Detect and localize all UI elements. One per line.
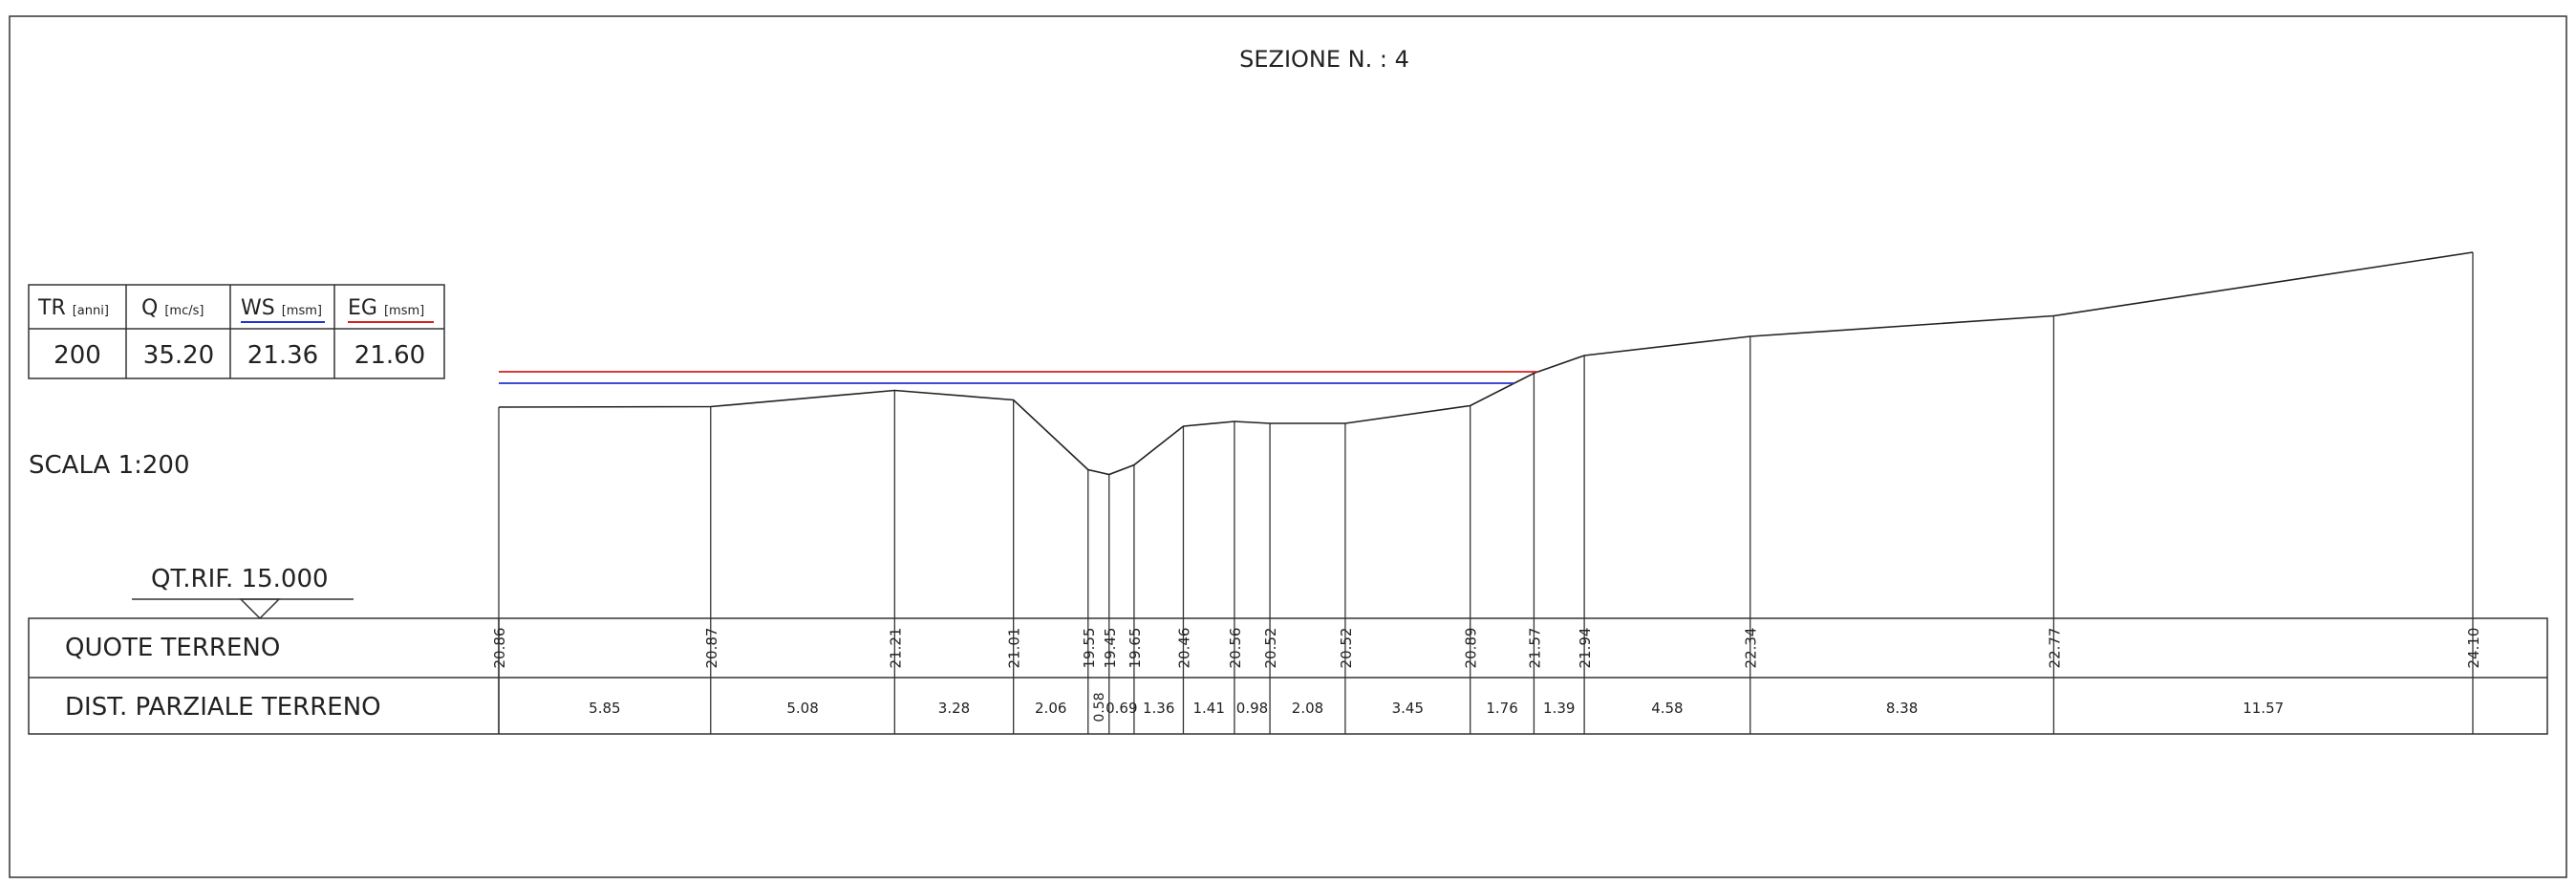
data-band-frame bbox=[28, 617, 2548, 735]
partial-distance-label: 3.28 bbox=[938, 700, 970, 717]
partial-distance-label: 1.76 bbox=[1486, 700, 1517, 717]
ground-elevation-label: 20.87 bbox=[703, 628, 720, 669]
header-q: Q [mc/s] bbox=[141, 296, 204, 320]
distances-row-label: DIST. PARZIALE TERRENO bbox=[65, 693, 381, 722]
ground-elevation-label: 20.56 bbox=[1227, 628, 1244, 669]
partial-distance-label: 1.41 bbox=[1192, 700, 1224, 717]
section-labels: 20.86 20.87 21.21 21.01 19.55 19.45 19.65 20.46… bbox=[491, 628, 2482, 722]
partial-distance-label: 0.69 bbox=[1106, 700, 1137, 717]
reference-level-label: QT.RIF. 15.000 bbox=[151, 565, 329, 593]
partial-distance-label: 0.58 bbox=[1092, 692, 1107, 722]
ground-elevation-label: 21.57 bbox=[1526, 628, 1543, 669]
drawing-frame bbox=[9, 15, 2567, 878]
partial-distance-label: 11.57 bbox=[2243, 700, 2284, 717]
section-title: SEZIONE N. : 4 bbox=[1239, 46, 1409, 73]
partial-distance-label: 3.45 bbox=[1392, 700, 1424, 717]
data-band: QUOTE TERRENO DIST. PARZIALE TERRENO bbox=[28, 617, 2548, 735]
partial-distance-label: 1.36 bbox=[1143, 700, 1174, 717]
header-ws: WS [msm] bbox=[241, 296, 322, 320]
ground-elevation-label: 20.86 bbox=[491, 628, 508, 669]
value-tr: 200 bbox=[54, 341, 101, 370]
ground-elevation-label: 19.65 bbox=[1127, 628, 1144, 669]
ground-elevation-label: 24.10 bbox=[2465, 628, 2482, 669]
elevations-row-label: QUOTE TERRENO bbox=[65, 634, 280, 662]
value-ws: 21.36 bbox=[247, 341, 318, 370]
ground-elevation-label: 21.21 bbox=[887, 628, 904, 669]
partial-distance-label: 1.39 bbox=[1543, 700, 1575, 717]
ground-profile-line bbox=[498, 251, 2474, 476]
partial-distance-label: 4.58 bbox=[1651, 700, 1683, 717]
ground-elevation-label: 19.45 bbox=[1102, 628, 1119, 669]
value-q: 35.20 bbox=[143, 341, 214, 370]
header-eg: EG [msm] bbox=[348, 296, 424, 320]
hydraulic-table: TR [anni] Q [mc/s] WS [msm] EG [msm] 200… bbox=[28, 284, 445, 379]
ground-elevation-label: 22.34 bbox=[1743, 628, 1760, 669]
partial-distance-label: 5.08 bbox=[786, 700, 818, 717]
ground-elevation-label: 20.52 bbox=[1338, 628, 1355, 669]
partial-distance-label: 2.06 bbox=[1035, 700, 1066, 717]
partial-distance-label: 5.85 bbox=[589, 700, 620, 717]
scale-label: SCALA 1:200 bbox=[29, 451, 190, 480]
hydraulic-table-frame bbox=[28, 284, 445, 379]
ground-elevation-label: 21.94 bbox=[1577, 628, 1594, 669]
ground-elevation-label: 22.77 bbox=[2046, 628, 2063, 669]
ground-elevation-label: 20.52 bbox=[1262, 628, 1279, 669]
ground-elevation-label: 19.55 bbox=[1081, 628, 1098, 669]
partial-distance-label: 2.08 bbox=[1292, 700, 1323, 717]
ground-elevation-label: 21.01 bbox=[1006, 628, 1023, 669]
reference-level-marker bbox=[239, 598, 281, 620]
ground-elevation-label: 20.46 bbox=[1175, 628, 1192, 669]
partial-distance-label: 8.38 bbox=[1886, 700, 1918, 717]
ground-elevation-label: 20.89 bbox=[1463, 628, 1480, 669]
section-profile bbox=[498, 251, 2474, 734]
header-tr: TR [anni] bbox=[37, 296, 109, 320]
partial-distance-label: 0.98 bbox=[1236, 700, 1268, 717]
value-eg: 21.60 bbox=[354, 341, 425, 370]
